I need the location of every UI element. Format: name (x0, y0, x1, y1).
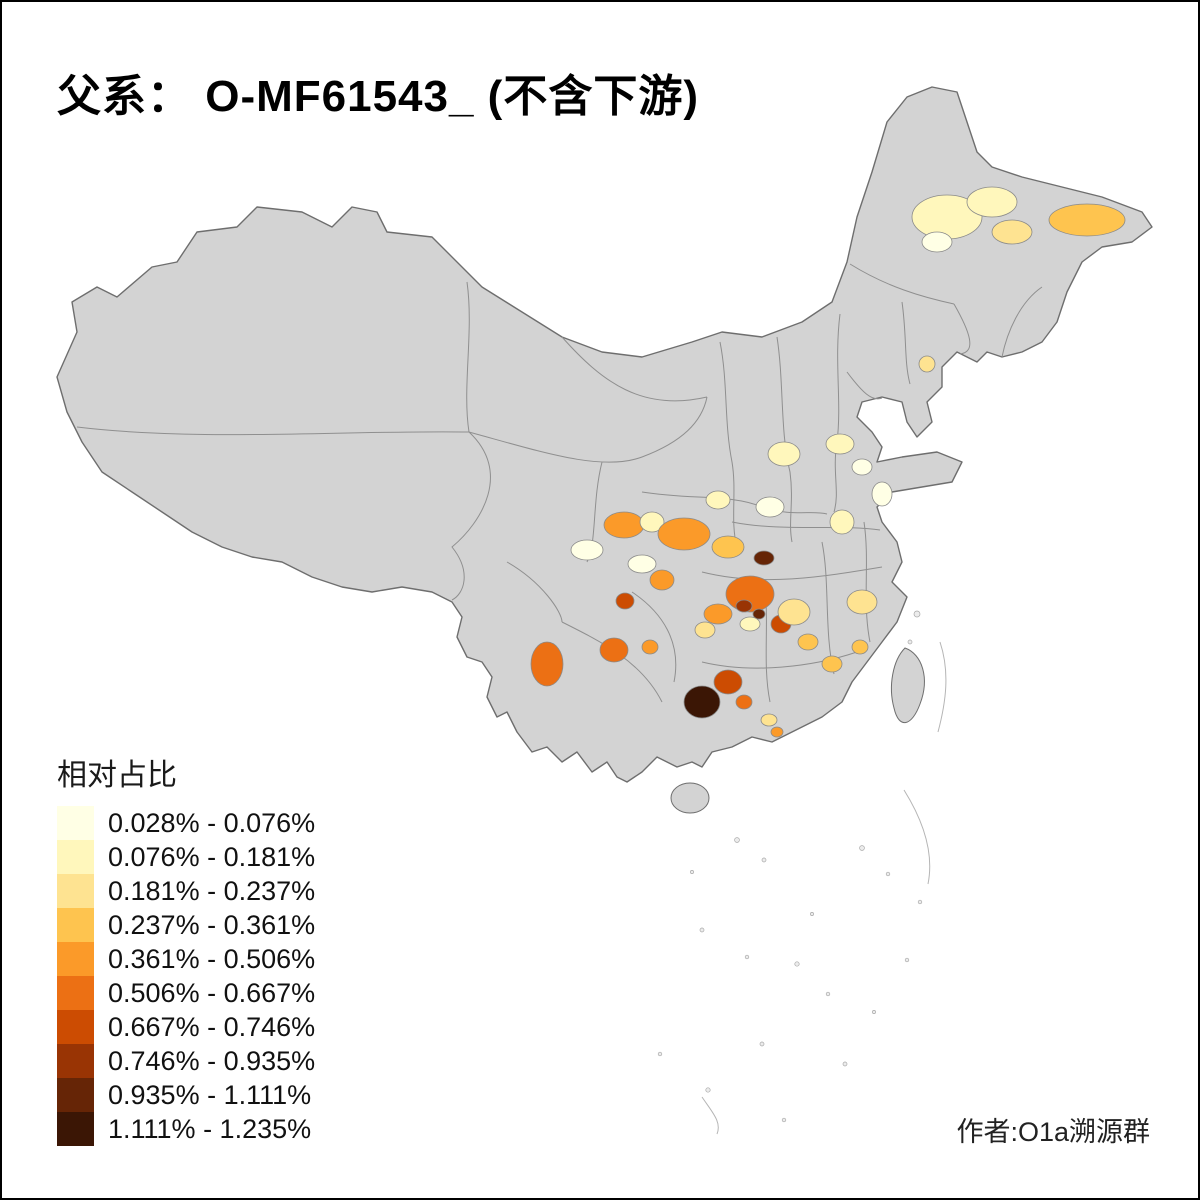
map-region (851, 458, 873, 476)
legend-label: 0.935% - 1.111% (108, 1080, 312, 1110)
legend-label: 1.111% - 1.235% (108, 1114, 312, 1144)
map-region (639, 511, 665, 533)
map-region (921, 231, 953, 253)
map-region (603, 511, 645, 539)
legend-swatch (57, 874, 94, 908)
page-title: 父系： O-MF61543_ (不含下游) (57, 72, 699, 121)
map-region (713, 669, 743, 695)
colored-regions (530, 186, 1126, 738)
legend-label: 0.028% - 0.076% (108, 808, 316, 838)
legend-item: 0.181% - 0.237% (57, 874, 315, 908)
map-region (530, 641, 564, 687)
hainan-island (670, 782, 710, 814)
map-region (753, 550, 775, 566)
sea-islets (657, 610, 923, 1123)
map-region (735, 694, 753, 710)
map-region (711, 535, 745, 559)
legend-title: 相对占比 (57, 759, 177, 792)
taiwan-island (891, 647, 925, 723)
map-region (599, 637, 629, 663)
legend-item: 0.935% - 1.111% (57, 1078, 315, 1112)
map-region (739, 616, 761, 632)
map-region (649, 569, 675, 591)
map-region (918, 355, 936, 373)
map-region (641, 639, 659, 655)
map-region (1048, 203, 1126, 237)
legend: 相对占比 0.028% - 0.076% 0.076% - 0.181% 0.181… (57, 750, 315, 1146)
map-region (829, 509, 855, 535)
map-region (871, 481, 893, 507)
legend-item: 0.746% - 0.935% (57, 1044, 315, 1078)
legend-label: 0.237% - 0.361% (108, 910, 316, 940)
map-region (752, 608, 766, 620)
legend-swatch (57, 1112, 94, 1146)
legend-swatch (57, 1078, 94, 1112)
legend-item: 1.111% - 1.235% (57, 1112, 315, 1146)
map-region (825, 433, 855, 455)
legend-label: 0.667% - 0.746% (108, 1012, 316, 1042)
legend-label: 0.746% - 0.935% (108, 1046, 316, 1076)
map-region (735, 599, 753, 613)
legend-swatch (57, 1010, 94, 1044)
map-region (657, 517, 711, 551)
map-region (991, 219, 1033, 245)
map-region (570, 539, 604, 561)
map-region (627, 554, 657, 574)
map-region (851, 639, 869, 655)
legend-label: 0.361% - 0.506% (108, 944, 316, 974)
legend-item: 0.076% - 0.181% (57, 840, 315, 874)
china-mainland-outline (56, 86, 1153, 783)
legend-swatch (57, 908, 94, 942)
map-region (846, 589, 878, 615)
map-region (767, 441, 801, 467)
map-region (760, 713, 778, 727)
legend-label: 0.506% - 0.667% (108, 978, 316, 1008)
map-region (797, 633, 819, 651)
map-region (705, 490, 731, 510)
legend-label: 0.076% - 0.181% (108, 842, 316, 872)
legend-items: 0.028% - 0.076% 0.076% - 0.181% 0.181% - 0… (57, 806, 315, 1146)
author-credit: 作者:O1a溯源群 (956, 1117, 1150, 1147)
map-region (770, 726, 784, 738)
legend-item: 0.237% - 0.361% (57, 908, 315, 942)
legend-swatch (57, 1044, 94, 1078)
legend-swatch (57, 840, 94, 874)
island-arcs (701, 641, 947, 1135)
legend-swatch (57, 942, 94, 976)
legend-item: 0.028% - 0.076% (57, 806, 315, 840)
map-region (694, 621, 716, 639)
legend-swatch (57, 806, 94, 840)
legend-item: 0.361% - 0.506% (57, 942, 315, 976)
map-region (821, 655, 843, 673)
legend-item: 0.506% - 0.667% (57, 976, 315, 1010)
legend-label: 0.181% - 0.237% (108, 876, 316, 906)
map-region (966, 186, 1018, 218)
map-region (683, 685, 721, 719)
map-region (615, 592, 635, 610)
legend-swatch (57, 976, 94, 1010)
legend-item: 0.667% - 0.746% (57, 1010, 315, 1044)
map-region (777, 598, 811, 626)
map-region (703, 603, 733, 625)
map-region (755, 496, 785, 518)
